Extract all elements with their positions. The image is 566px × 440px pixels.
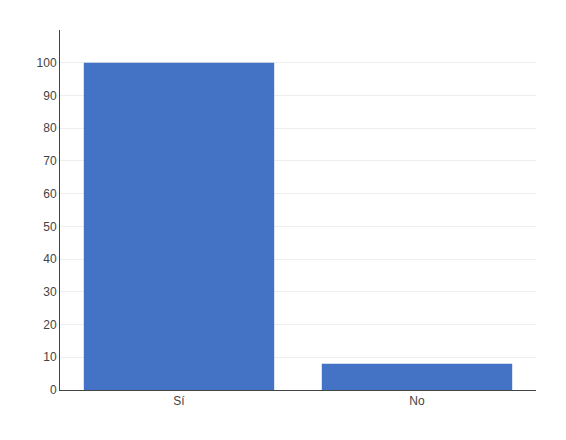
svg-text:40: 40 — [43, 252, 57, 266]
svg-text:70: 70 — [43, 154, 57, 168]
svg-text:10: 10 — [43, 350, 57, 364]
svg-text:50: 50 — [43, 220, 57, 234]
svg-text:Sí: Sí — [173, 394, 185, 408]
svg-text:No: No — [409, 394, 425, 408]
svg-text:90: 90 — [43, 89, 57, 103]
svg-text:100: 100 — [37, 56, 57, 70]
svg-text:60: 60 — [43, 187, 57, 201]
svg-text:30: 30 — [43, 285, 57, 299]
svg-text:0: 0 — [50, 383, 57, 397]
svg-text:20: 20 — [43, 318, 57, 332]
svg-text:80: 80 — [43, 121, 57, 135]
